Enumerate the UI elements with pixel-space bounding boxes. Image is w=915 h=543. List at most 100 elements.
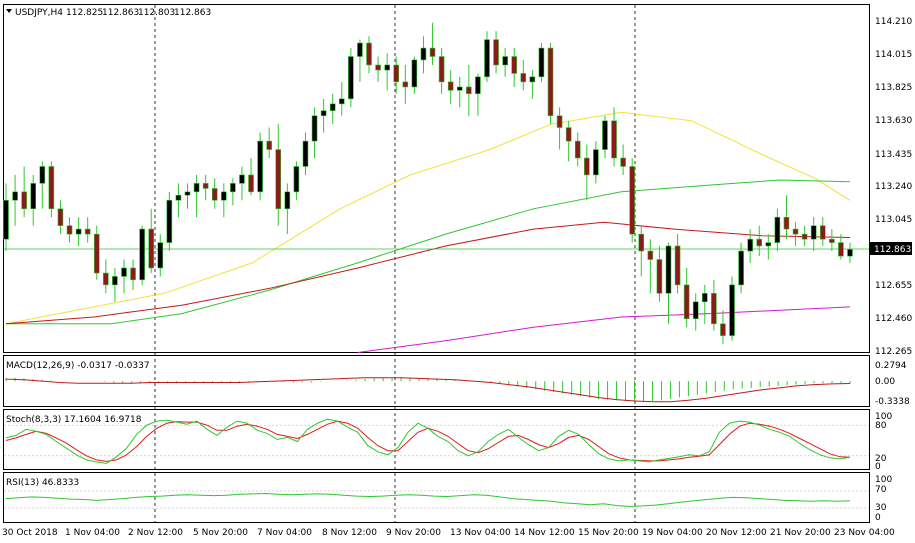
price-tick: 112.655 — [875, 281, 912, 291]
candle-body — [611, 120, 617, 159]
time-axis: 30 Oct 2018 1 Nov 04:00 2 Nov 12:00 5 No… — [2, 528, 895, 538]
candle-body — [638, 233, 645, 252]
candle-body — [257, 140, 263, 193]
candle-body — [393, 64, 400, 83]
time-tick: 13 Nov 04:00 — [450, 528, 511, 538]
candle-body — [629, 166, 635, 235]
stoch-axis-20: 20 — [875, 454, 887, 464]
candle-body — [221, 191, 227, 201]
candle-body — [275, 149, 282, 210]
stoch-axis-80: 80 — [875, 421, 887, 431]
candle-body — [329, 103, 336, 111]
stoch-axis-100: 100 — [875, 412, 892, 422]
candle-body — [593, 149, 599, 176]
candle-body — [729, 284, 735, 336]
candle-body — [338, 98, 345, 105]
candle-body — [547, 47, 554, 117]
time-tick: 23 Nov 04:00 — [834, 528, 895, 538]
time-tick: 9 Nov 20:00 — [386, 528, 441, 538]
time-tick: 15 Nov 20:00 — [578, 528, 639, 538]
time-tick: 8 Nov 12:00 — [322, 528, 377, 538]
price-tick: 113.240 — [875, 182, 912, 192]
candle-body — [665, 245, 672, 294]
candle-body — [157, 242, 164, 269]
candle-body — [420, 47, 427, 61]
candle-body — [620, 157, 626, 167]
candle-body — [801, 233, 808, 240]
rsi-axis-0: 0 — [875, 513, 881, 523]
rsi-series — [4, 490, 869, 509]
candle-body — [266, 140, 272, 150]
candle-body — [21, 191, 27, 210]
candlestick-series — [3, 22, 853, 345]
candle-body — [429, 47, 436, 57]
price-tick: 113.435 — [875, 150, 912, 160]
candle-body — [384, 64, 390, 71]
candle-body — [493, 39, 499, 66]
symbol-label: USDJPY,H4 — [15, 8, 63, 18]
candle-body — [293, 166, 300, 193]
symbol-header: USDJPY,H4 112.825 112.863 112.803 112.86… — [6, 8, 211, 18]
candle-body — [175, 194, 182, 201]
candle-body — [647, 250, 654, 260]
candle-body — [93, 233, 100, 274]
candle-body — [348, 56, 354, 100]
candle-body — [783, 216, 790, 230]
macd-axis-zero: 0.00 — [875, 377, 895, 387]
macd-axis-bottom: -0.3338 — [875, 397, 910, 407]
candle-body — [838, 242, 844, 257]
candle-body — [411, 59, 418, 88]
stoch-axis-0: 0 — [875, 462, 881, 472]
ohlc-close: 112.863 — [174, 8, 211, 18]
price-tick: 114.015 — [875, 50, 912, 60]
candle-body — [674, 245, 681, 286]
candle-body — [139, 228, 145, 281]
candle-body — [466, 86, 472, 95]
candle-body — [511, 56, 518, 74]
candle-body — [211, 188, 218, 201]
candle-body — [447, 81, 454, 91]
candle-body — [112, 276, 118, 286]
moving-average-line — [6, 179, 851, 325]
stoch-label: Stoch(8,3,3) 17.1604 16.9718 — [6, 415, 142, 425]
rsi-line — [5, 492, 851, 507]
candle-body — [48, 166, 55, 210]
candle-body — [484, 39, 490, 78]
stoch-panel-frame — [3, 409, 870, 470]
candle-body — [39, 166, 46, 184]
candle-body — [84, 228, 91, 235]
period-separators — [154, 5, 636, 522]
ohlc-low: 112.803 — [138, 8, 175, 18]
candle-body — [320, 110, 327, 117]
candle-body — [311, 115, 318, 142]
candle-body — [683, 284, 690, 320]
rsi-axis-30: 30 — [875, 503, 887, 513]
candle-body — [57, 208, 64, 226]
candle-body — [656, 259, 663, 294]
price-axis: 114.210 114.015 113.825 113.630 113.435 … — [875, 17, 912, 357]
candle-body — [248, 174, 254, 193]
candle-body — [574, 140, 581, 159]
candle-body — [202, 183, 209, 189]
candle-body — [402, 81, 409, 88]
candle-body — [30, 183, 37, 210]
candle-body — [529, 76, 536, 83]
candle-body — [720, 323, 726, 336]
candle-body — [230, 183, 236, 193]
time-tick: 19 Nov 04:00 — [642, 528, 703, 538]
candle-body — [847, 249, 853, 257]
candle-body — [738, 250, 744, 286]
candle-body — [284, 191, 291, 210]
stochastic-series — [4, 418, 869, 464]
collapse-triangle-icon[interactable] — [6, 9, 12, 13]
candle-body — [103, 272, 109, 286]
candle-body — [810, 225, 817, 240]
candle-body — [302, 140, 309, 167]
candle-body — [538, 47, 545, 78]
time-tick: 14 Nov 12:00 — [514, 528, 575, 538]
time-tick: 1 Nov 04:00 — [65, 528, 120, 538]
candle-body — [121, 267, 127, 277]
candle-body — [375, 64, 381, 71]
moving-averages — [5, 111, 851, 353]
candle-body — [565, 127, 572, 142]
